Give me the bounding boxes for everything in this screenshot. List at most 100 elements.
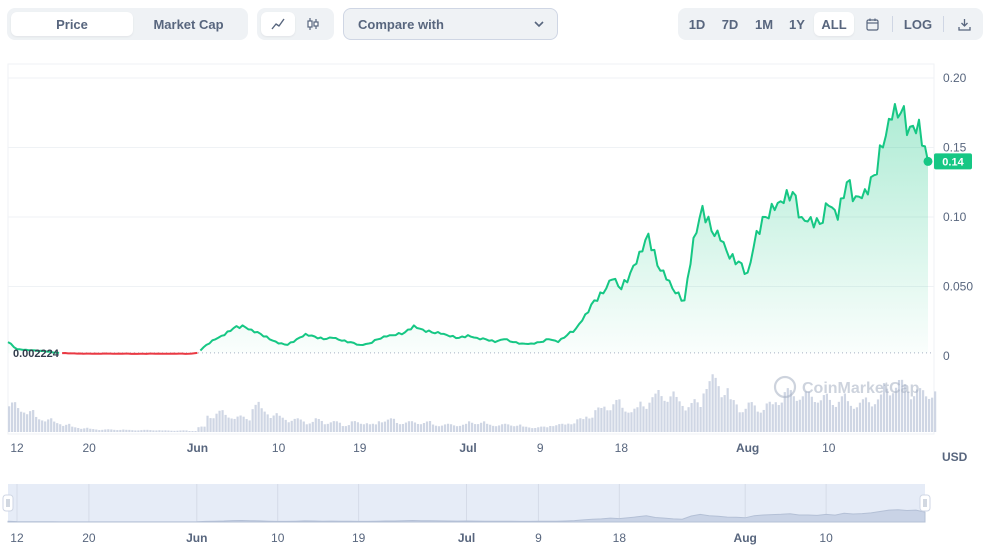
- volume-bar: [720, 397, 723, 432]
- volume-bar: [819, 400, 822, 432]
- volume-bar: [125, 429, 128, 432]
- range-7d-button[interactable]: 7D: [721, 16, 739, 32]
- volume-bar: [443, 424, 447, 432]
- tab-market-cap[interactable]: Market Cap: [153, 16, 224, 32]
- navigator-left-handle[interactable]: [2, 494, 14, 512]
- y-tick-label: 0: [943, 349, 950, 363]
- time-range-group: 1D 7D 1M 1Y ALL LOG: [678, 8, 983, 40]
- volume-bar: [194, 431, 197, 432]
- volume-bar: [197, 427, 200, 432]
- volume-bar: [395, 422, 399, 432]
- volume-bar: [582, 419, 585, 432]
- volume-bar: [338, 422, 341, 432]
- candlestick-button[interactable]: [296, 12, 330, 36]
- volume-bar: [182, 430, 185, 432]
- volume-bar: [609, 410, 612, 432]
- toolbar-divider: [892, 16, 893, 32]
- price-chart[interactable]: 0.14 0.002224 0.20 0.15 0.10 0.050 0 12 20 Jun…: [0, 60, 989, 470]
- volume-bar: [449, 424, 453, 432]
- range-1d-button[interactable]: 1D: [688, 16, 706, 32]
- volume-bar: [227, 417, 230, 432]
- volume-bar: [708, 381, 711, 432]
- navigator-x-tick-label: 12: [10, 531, 24, 545]
- current-price-tag: [934, 153, 972, 170]
- volume-bar: [365, 423, 368, 432]
- volume-bar: [711, 374, 714, 432]
- volume-bar: [867, 402, 871, 432]
- download-button[interactable]: [951, 12, 977, 36]
- y-tick-label: 0.050: [943, 280, 973, 294]
- range-1m-button[interactable]: 1M: [754, 16, 774, 32]
- volume-bar: [65, 424, 68, 432]
- volume-bar: [152, 430, 155, 432]
- volume-bar: [786, 388, 789, 432]
- volume-bar: [693, 399, 696, 432]
- volume-bar: [347, 425, 350, 432]
- volume-bar: [477, 424, 480, 432]
- volume-bar: [83, 428, 86, 432]
- volume-bar: [218, 410, 221, 432]
- navigator-x-tick-label: Jul: [458, 531, 475, 545]
- volume-bar: [504, 423, 507, 432]
- volume-bar: [858, 402, 862, 432]
- navigator-x-tick-label: 10: [271, 531, 285, 545]
- volume-bar: [699, 406, 702, 432]
- volume-bar: [59, 424, 62, 432]
- volume-bar: [206, 415, 209, 432]
- volume-bar: [771, 404, 774, 432]
- volume-bar: [579, 418, 582, 432]
- line-chart-button[interactable]: [261, 12, 295, 36]
- volume-bar: [11, 402, 14, 432]
- volume-bar: [425, 421, 429, 432]
- volume-bar: [368, 424, 371, 432]
- volume-bar: [630, 412, 633, 432]
- volume-bar: [828, 399, 831, 432]
- tab-price[interactable]: Price: [11, 12, 133, 36]
- x-tick-label: Jun: [187, 441, 208, 455]
- volume-bar: [254, 404, 257, 432]
- volume-bar: [212, 418, 215, 432]
- calendar-icon: [865, 18, 879, 31]
- navigator-right-handle[interactable]: [919, 494, 931, 512]
- volume-bar: [906, 391, 910, 432]
- volume-bar: [801, 396, 804, 432]
- current-price-label: 0.14: [942, 156, 964, 168]
- volume-bar: [89, 428, 92, 432]
- volume-bar: [272, 415, 275, 432]
- volume-bar: [299, 419, 302, 432]
- navigator-x-tick-label: 18: [613, 531, 627, 545]
- range-1y-button[interactable]: 1Y: [789, 16, 805, 32]
- y-axis-ticks: 0.20 0.15 0.10 0.050 0: [943, 71, 973, 363]
- volume-bar: [486, 423, 489, 432]
- volume-bar: [561, 423, 564, 432]
- volume-bar: [221, 410, 224, 432]
- volume-bar: [359, 423, 362, 432]
- download-icon: [957, 18, 971, 31]
- navigator-x-tick-label: 20: [82, 531, 96, 545]
- volume-bar: [849, 405, 853, 432]
- x-tick-label: 10: [272, 441, 286, 455]
- volume-bar: [804, 391, 807, 432]
- range-navigator[interactable]: 12 20 Jun 10 19 Jul 9 18 Aug 10: [0, 480, 989, 550]
- range-all-button[interactable]: ALL: [814, 12, 854, 36]
- coinmarketcap-logo-icon: [773, 375, 797, 399]
- volume-bar: [362, 424, 365, 432]
- volume-bar: [305, 424, 308, 432]
- volume-bar: [284, 419, 287, 432]
- volume-bar: [419, 424, 423, 432]
- toolbar-divider: [943, 16, 944, 32]
- volume-bar: [495, 426, 498, 432]
- volume-bar: [188, 431, 191, 432]
- volume-bar: [843, 393, 847, 432]
- volume-bar: [173, 430, 176, 432]
- compare-with-dropdown[interactable]: Compare with: [343, 8, 558, 40]
- log-scale-button[interactable]: LOG: [903, 16, 933, 32]
- volume-bar: [540, 426, 543, 432]
- volume-bar: [392, 418, 396, 432]
- volume-bar: [657, 390, 660, 432]
- volume-bar: [314, 418, 317, 432]
- volume-bar: [140, 430, 143, 432]
- date-range-button[interactable]: [859, 12, 885, 36]
- y-tick-label: 0.20: [943, 71, 967, 85]
- volume-bar: [302, 421, 305, 432]
